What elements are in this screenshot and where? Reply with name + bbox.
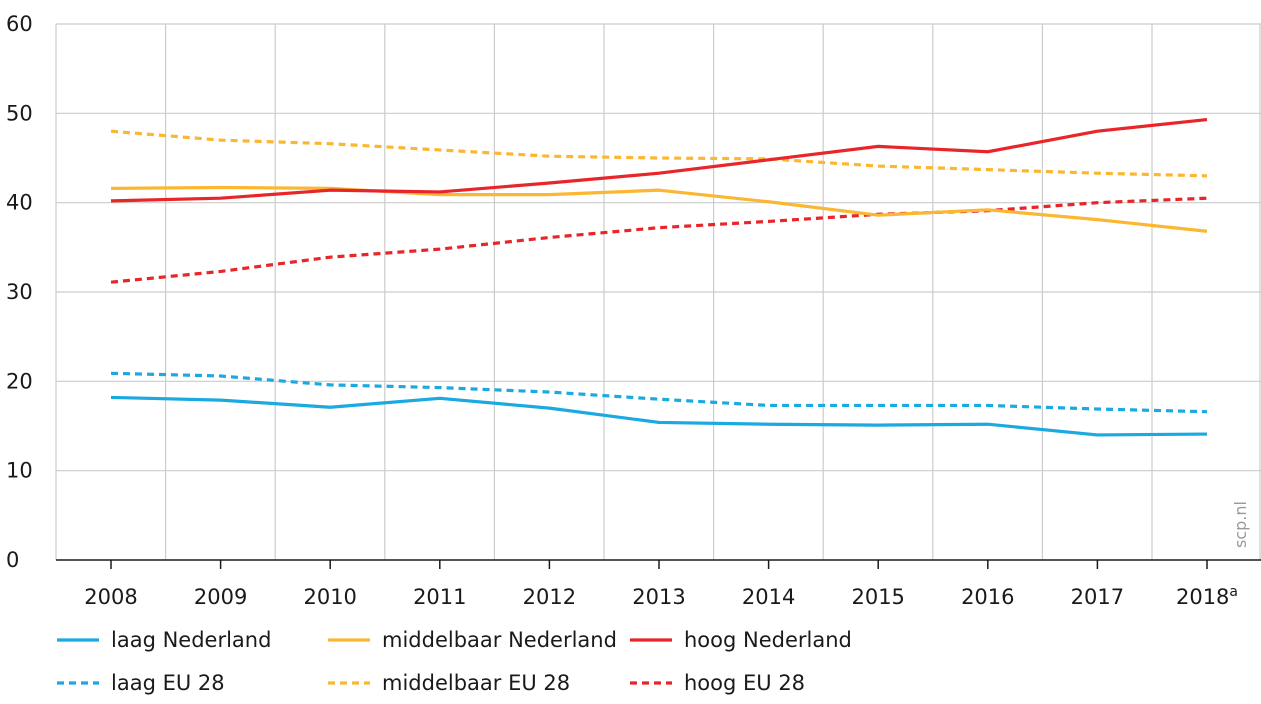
legend-label: hoog EU 28 bbox=[684, 671, 805, 695]
series-line bbox=[110, 196, 1208, 284]
x-tick-label: 2015 bbox=[851, 585, 904, 609]
x-tick-label: 2013 bbox=[632, 585, 685, 609]
series-line bbox=[110, 395, 1208, 437]
label-layer: 0 10 20 30 40 50 60 2008 2009 2010 2011 2012 2013 201… bbox=[6, 12, 1250, 609]
grid-layer bbox=[55, 23, 1261, 560]
x-tick-label: 2016 bbox=[961, 585, 1014, 609]
legend-label: laag EU 28 bbox=[111, 671, 225, 695]
series-line bbox=[110, 371, 1208, 414]
y-tick-label: 0 bbox=[6, 548, 19, 572]
y-tick-label: 60 bbox=[6, 12, 33, 36]
x-tick-label: 2017 bbox=[1071, 585, 1124, 609]
legend: laag Nederland middelbaar Nederland hoog N… bbox=[57, 628, 852, 695]
x-tick-label: 2018a bbox=[1176, 584, 1238, 609]
x-tick-label: 2014 bbox=[742, 585, 795, 609]
legend-label: laag Nederland bbox=[111, 628, 271, 652]
legend-label: middelbaar EU 28 bbox=[382, 671, 570, 695]
y-tick-label: 10 bbox=[6, 459, 33, 483]
y-tick-label: 30 bbox=[6, 280, 33, 304]
y-tick-label: 20 bbox=[6, 369, 33, 393]
x-tick-label: 2011 bbox=[413, 585, 466, 609]
watermark: scp.nl bbox=[1231, 501, 1250, 548]
legend-label: middelbaar Nederland bbox=[382, 628, 617, 652]
series-line bbox=[110, 117, 1208, 203]
x-tick-superscript: a bbox=[1229, 584, 1238, 600]
series-layer bbox=[110, 117, 1208, 437]
x-tick-label: 2012 bbox=[523, 585, 576, 609]
x-tick-label: 2010 bbox=[303, 585, 356, 609]
y-tick-label: 40 bbox=[6, 191, 33, 215]
axis-layer bbox=[56, 559, 1261, 569]
x-tick-label: 2009 bbox=[194, 585, 247, 609]
series-line bbox=[110, 185, 1208, 233]
series-line bbox=[110, 129, 1208, 178]
y-tick-label: 50 bbox=[6, 101, 33, 125]
legend-label: hoog Nederland bbox=[684, 628, 852, 652]
x-tick-label: 2008 bbox=[84, 585, 137, 609]
